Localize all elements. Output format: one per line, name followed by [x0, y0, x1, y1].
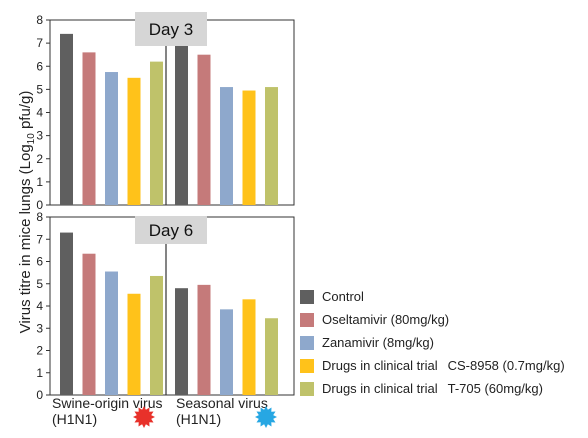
bar: [127, 293, 141, 395]
plot-area: 0 1 2 3 4 5 6 7 8 Day 3 0 1 2 3 4 5 6 7 8 Day 6 Swine-origin…: [36, 12, 295, 428]
bar: [175, 43, 188, 205]
category-sublabel: (H1N1): [52, 411, 97, 427]
day-label: Day 6: [149, 221, 193, 240]
y-tick-label: 5: [36, 277, 43, 291]
bar: [60, 33, 73, 205]
legend-item-zanamivir: Zanamivir (8mg/kg): [300, 331, 565, 354]
category-label: Swine-origin virus: [52, 395, 162, 411]
legend-swatch: [300, 358, 314, 373]
y-tick-label: 4: [36, 106, 43, 120]
legend-swatch: [300, 312, 314, 327]
bar: [127, 77, 141, 205]
day-label-box: [135, 216, 207, 244]
svg-text:Virus titre in mice lungs (Lo: Virus titre in mice lungs (Log10 pfu/g): [17, 91, 37, 334]
bar: [197, 54, 211, 205]
y-tick-label: 8: [36, 210, 43, 224]
y-tick-label: 1: [36, 366, 43, 380]
bar: [60, 232, 73, 395]
y-tick-label: 4: [36, 299, 43, 313]
bar: [105, 72, 118, 205]
y-tick-label: 6: [36, 255, 43, 269]
bar: [150, 61, 163, 205]
bar: [82, 253, 96, 395]
y-tick-label: 2: [36, 344, 43, 358]
legend-swatch: [300, 289, 314, 304]
category-sublabel: (H1N1): [176, 411, 221, 427]
y-tick-label: 6: [36, 59, 43, 73]
legend-item-t-705: Drugs in clinical trial T-705 (60mg/kg): [300, 377, 565, 400]
y-tick-label: 3: [36, 129, 43, 143]
legend-item-oseltamivir: Oseltamivir (80mg/kg): [300, 308, 565, 331]
y-tick-label: 2: [36, 152, 43, 166]
legend-label: Drugs in clinical trial: [322, 358, 438, 373]
bar: [220, 87, 233, 205]
bar: [150, 275, 163, 395]
legend-item-control: Control: [300, 285, 565, 308]
y-tick-label: 0: [36, 388, 43, 402]
day-label-box: [135, 12, 207, 46]
day-label: Day 3: [149, 20, 193, 39]
virus-marker-icon: [133, 406, 155, 428]
y-tick-label: 8: [36, 13, 43, 27]
category-label: Seasonal virus: [176, 395, 268, 411]
legend-drug-name: T-705 (60mg/kg): [447, 381, 543, 396]
legend-drug-name: CS-8958 (0.7mg/kg): [447, 358, 565, 373]
y-tick-label: 0: [36, 198, 43, 212]
legend-label: Oseltamivir (80mg/kg): [322, 312, 450, 327]
y-tick-label: 7: [36, 36, 43, 50]
bar: [175, 288, 188, 395]
legend: Control Oseltamivir (80mg/kg) Zanamivir …: [300, 285, 565, 400]
bar: [265, 87, 278, 205]
legend-label: Control: [322, 289, 364, 304]
legend-label: Zanamivir (8mg/kg): [322, 335, 434, 350]
bar: [197, 284, 211, 395]
y-tick-label: 3: [36, 321, 43, 335]
y-tick-label: 1: [36, 175, 43, 189]
legend-label: Drugs in clinical trial: [322, 381, 438, 396]
bar: [242, 90, 256, 205]
y-tick-label: 5: [36, 82, 43, 96]
bar: [105, 271, 118, 395]
bar: [265, 318, 278, 395]
legend-swatch: [300, 335, 314, 350]
y-tick-label: 7: [36, 232, 43, 246]
y-axis-label: Virus titre in mice lungs (Log10 pfu/g): [17, 91, 37, 334]
bar: [220, 309, 233, 395]
bar: [242, 299, 256, 395]
virus-marker-icon: [255, 406, 277, 428]
legend-item-cs-8958: Drugs in clinical trial CS-8958 (0.7mg/k…: [300, 354, 565, 377]
legend-swatch: [300, 381, 314, 396]
bar: [82, 52, 96, 205]
